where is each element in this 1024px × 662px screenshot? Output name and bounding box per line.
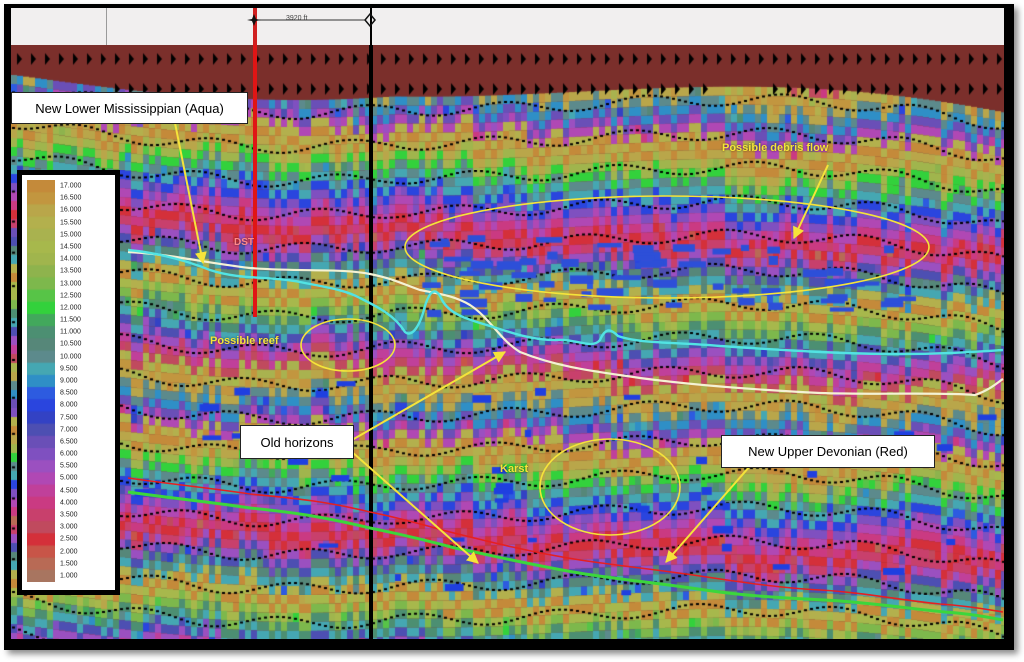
scale-bar (247, 12, 376, 28)
green-horizon (127, 490, 1004, 622)
callout-upper-devonian: New Upper Devonian (Red) (721, 435, 935, 468)
legend-tick-label: 14.500 (60, 243, 82, 251)
callout-old-horizons: Old horizons (240, 425, 354, 459)
legend-tick-label: 17.000 (60, 182, 82, 190)
karst-ellipse (539, 438, 681, 536)
debris-flow-ellipse (404, 195, 930, 299)
legend-tick-label: 5.000 (60, 474, 78, 482)
old-horizon-upper (127, 250, 1004, 397)
legend-tick-label: 12.000 (60, 304, 82, 312)
callout-lower-mississippian: New Lower Mississippian (Aqua) (11, 92, 248, 124)
legend-tick-label: 4.000 (60, 499, 78, 507)
header-divider (106, 8, 107, 45)
arrow-lower-miss (174, 122, 207, 265)
legend-tick-label: 4.500 (60, 487, 78, 495)
reef-ellipse (300, 318, 396, 372)
legend-tick-label: 2.000 (60, 548, 78, 556)
arrow-old-horizons-upper (351, 351, 507, 441)
legend-tick-label: 16.500 (60, 194, 82, 202)
legend-tick-label: 8.500 (60, 389, 78, 397)
legend-tick-label: 9.000 (60, 377, 78, 385)
legend-tick-label: 6.000 (60, 450, 78, 458)
legend-tick-label: 6.500 (60, 438, 78, 446)
legend-tick-label: 11.500 (60, 316, 81, 324)
legend-tick-label: 7.000 (60, 426, 78, 434)
well-marker-black-header (370, 8, 372, 45)
scale-bar-label: 3920 ft (286, 15, 308, 22)
legend-tick-label: 10.000 (60, 353, 82, 361)
debris-flow-label: Possible debris flow (722, 142, 829, 154)
legend-tick-label: 15.000 (60, 231, 82, 239)
legend-tick-label: 10.500 (60, 340, 82, 348)
legend-tick-label: 13.500 (60, 267, 82, 275)
header-bar (11, 8, 1004, 46)
arrow-old-horizons-lower (351, 451, 479, 564)
legend-tick-label: 3.500 (60, 511, 78, 519)
legend-tick-label: 15.500 (60, 219, 82, 227)
legend-tick-label: 12.500 (60, 292, 82, 300)
aqua-horizon (127, 248, 1004, 356)
red-horizon (127, 477, 1004, 613)
scale-star-icon (247, 14, 261, 26)
legend-tick-label: 1.500 (60, 560, 78, 568)
legend-tick-label: 2.500 (60, 535, 78, 543)
arrow-debris (793, 164, 829, 240)
well-track-red (253, 45, 257, 317)
scale-diamond-icon (364, 12, 376, 28)
legend-tick-label: 14.000 (60, 255, 82, 263)
color-legend-labels: 17.000 16.500 16.000 15.500 15.000 14.500 14.0… (60, 180, 112, 582)
legend-tick-label: 3.000 (60, 523, 78, 531)
legend-tick-label: 7.500 (60, 414, 78, 422)
well-track-black (369, 45, 373, 639)
color-legend-bar (27, 180, 55, 582)
legend-tick-label: 16.000 (60, 206, 82, 214)
legend-tick-label: 9.500 (60, 365, 78, 373)
legend-tick-label: 8.000 (60, 401, 78, 409)
dst-label: DST (234, 237, 254, 248)
karst-label: Karst (500, 463, 529, 475)
reef-label: Possible reef (210, 335, 279, 347)
well-marker-red-header (253, 8, 257, 45)
legend-tick-label: 11.000 (60, 328, 81, 336)
legend-tick-label: 1.000 (60, 572, 78, 580)
arrow-upper-devonian (665, 465, 751, 563)
legend-tick-label: 13.000 (60, 280, 82, 288)
legend-tick-label: 5.500 (60, 462, 78, 470)
